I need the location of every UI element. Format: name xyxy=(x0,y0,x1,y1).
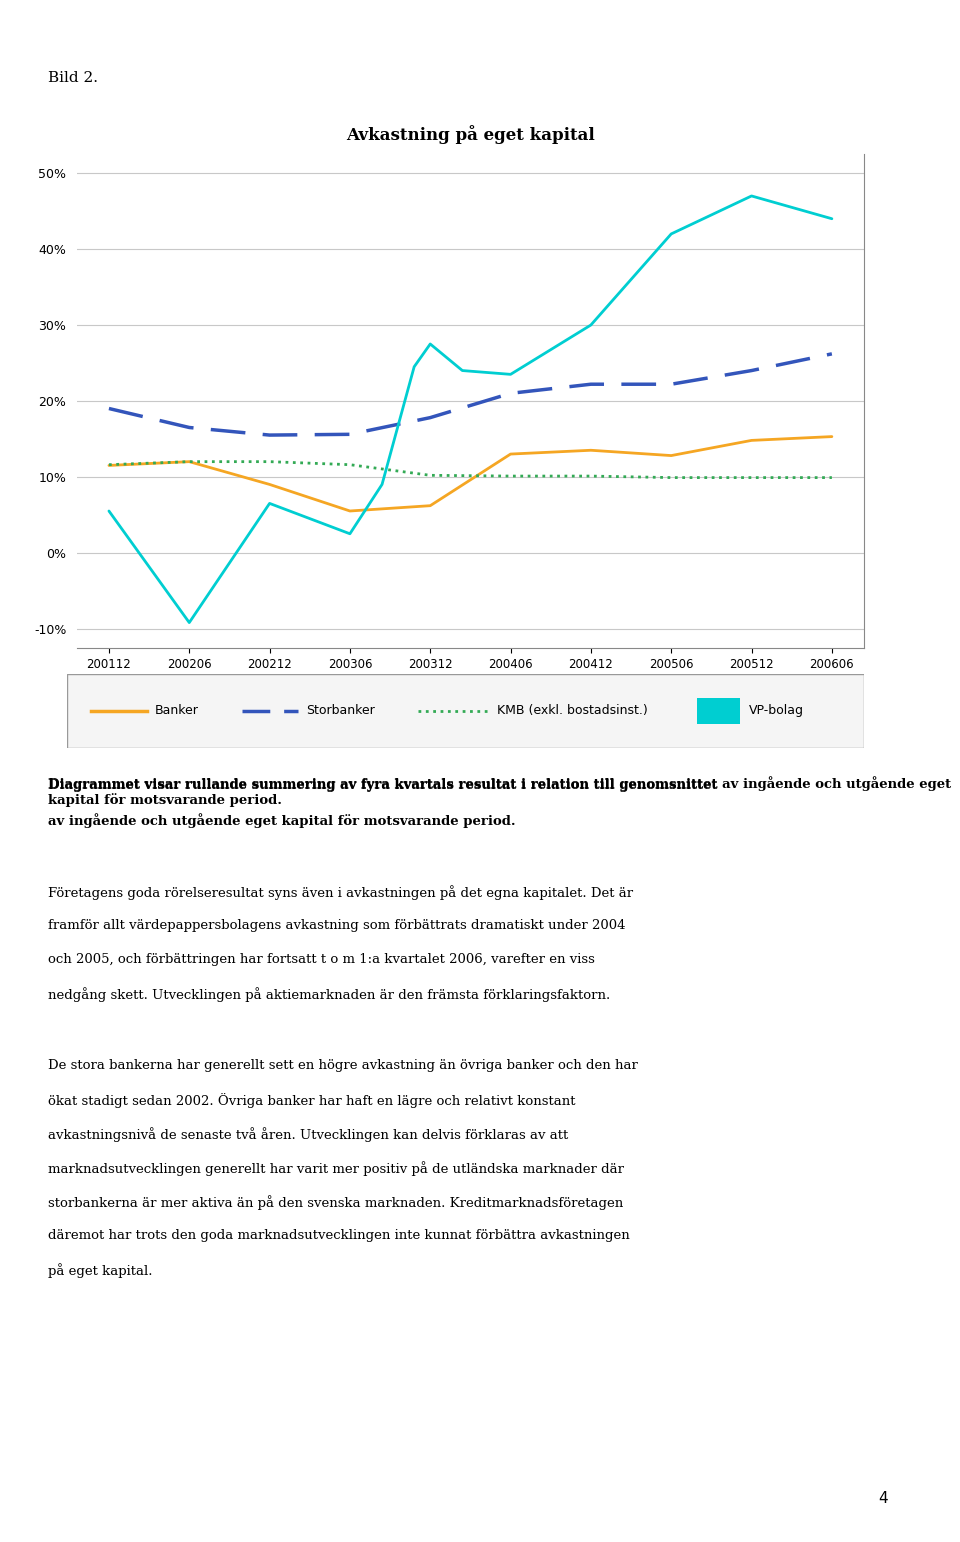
Text: De stora bankerna har generellt sett en högre avkastning än övriga banker och de: De stora bankerna har generellt sett en … xyxy=(48,1059,637,1072)
Text: Banker: Banker xyxy=(155,705,199,717)
Text: 4: 4 xyxy=(878,1491,888,1507)
Text: KMB (exkl. bostadsinst.): KMB (exkl. bostadsinst.) xyxy=(497,705,648,717)
FancyBboxPatch shape xyxy=(67,674,864,748)
Text: VP-bolag: VP-bolag xyxy=(749,705,804,717)
Text: däremot har trots den goda marknadsutvecklingen inte kunnat förbättra avkastning: däremot har trots den goda marknadsutvec… xyxy=(48,1229,630,1241)
Text: ökat stadigt sedan 2002. Övriga banker har haft en lägre och relativt konstant: ökat stadigt sedan 2002. Övriga banker h… xyxy=(48,1093,575,1109)
Bar xyxy=(697,697,740,725)
Text: avkastningsnivå de senaste två åren. Utvecklingen kan delvis förklaras av att: avkastningsnivå de senaste två åren. Utv… xyxy=(48,1127,568,1143)
Title: Avkastning på eget kapital: Avkastning på eget kapital xyxy=(346,125,595,145)
Text: och 2005, och förbättringen har fortsatt t o m 1:a kvartalet 2006, varefter en v: och 2005, och förbättringen har fortsatt… xyxy=(48,953,595,965)
Text: Diagrammet visar rullande summering av fyra kvartals resultat i relation till ge: Diagrammet visar rullande summering av f… xyxy=(48,779,717,791)
Text: marknadsutvecklingen generellt har varit mer positiv på de utländska marknader d: marknadsutvecklingen generellt har varit… xyxy=(48,1161,624,1177)
Text: Företagens goda rörelseresultat syns även i avkastningen på det egna kapitalet. : Företagens goda rörelseresultat syns äve… xyxy=(48,885,634,901)
Text: Storbanker: Storbanker xyxy=(306,705,375,717)
Text: Bild 2.: Bild 2. xyxy=(48,71,98,85)
Text: Diagrammet visar rullande summering av fyra kvartals resultat i relation till ge: Diagrammet visar rullande summering av f… xyxy=(48,776,951,806)
Text: på eget kapital.: på eget kapital. xyxy=(48,1263,153,1278)
Text: framför allt värdepappersbolagens avkastning som förbättrats dramatiskt under 20: framför allt värdepappersbolagens avkast… xyxy=(48,919,626,931)
Text: av ingående och utgående eget kapital för motsvarande period.: av ingående och utgående eget kapital fö… xyxy=(48,813,516,828)
Text: storbankerna är mer aktiva än på den svenska marknaden. Kreditmarknadsföretagen: storbankerna är mer aktiva än på den sve… xyxy=(48,1195,623,1210)
Text: nedgång skett. Utvecklingen på aktiemarknaden är den främsta förklaringsfaktorn.: nedgång skett. Utvecklingen på aktiemark… xyxy=(48,987,611,1002)
